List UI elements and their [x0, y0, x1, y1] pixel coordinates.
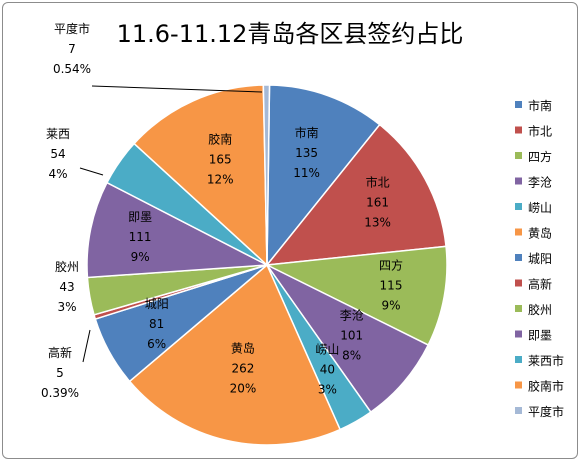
- legend-label-7: 高新: [528, 277, 552, 292]
- data-label-10-value: 54: [50, 147, 65, 161]
- legend-label-5: 黄岛: [528, 226, 552, 241]
- legend-label-11: 胶南市: [528, 379, 564, 394]
- leader-line-10: [79, 167, 104, 176]
- legend-label-2: 四方: [528, 149, 552, 164]
- data-label-12-name: 平度市: [54, 21, 90, 36]
- legend-swatch-9: [515, 330, 522, 338]
- data-label-9-value: 111: [129, 230, 152, 244]
- pie-slice-0: [266, 84, 381, 268]
- data-label-2-percent: 9%: [381, 298, 400, 312]
- pie-slice-11: [133, 84, 268, 267]
- data-label-0-name: 市南: [295, 125, 319, 140]
- data-label-6-value: 81: [149, 317, 164, 331]
- data-label-2-value: 115: [380, 278, 403, 292]
- data-label-5-value: 262: [231, 361, 254, 375]
- legend-swatch-2: [515, 152, 522, 159]
- legend-swatch-12: [515, 407, 522, 414]
- data-label-1-name: 市北: [366, 175, 390, 190]
- data-label-11-name: 胶南: [208, 132, 232, 147]
- legend-swatch-3: [515, 177, 522, 185]
- data-label-2-name: 四方: [379, 257, 403, 272]
- data-label-6-percent: 6%: [147, 337, 166, 351]
- data-label-1-percent: 13%: [364, 216, 391, 230]
- data-label-11-value: 165: [209, 153, 232, 167]
- data-label-0-value: 135: [295, 146, 318, 160]
- data-label-4-value: 40: [320, 363, 335, 377]
- legend-label-1: 市北: [528, 124, 552, 139]
- data-label-6-name: 城阳: [145, 297, 169, 311]
- data-label-10-name: 莱西: [46, 127, 70, 141]
- pie-slice-1: [265, 123, 447, 266]
- data-label-0-percent: 11%: [293, 166, 320, 180]
- legend-swatch-5: [515, 228, 522, 236]
- data-label-8-percent: 3%: [57, 300, 76, 314]
- legend-swatch-10: [515, 356, 522, 363]
- legend-label-8: 胶州: [528, 302, 552, 317]
- legend-swatch-0: [515, 101, 522, 108]
- legend-swatch-6: [515, 254, 522, 261]
- data-label-5-percent: 20%: [230, 381, 257, 395]
- leader-line-7: [82, 329, 91, 363]
- data-label-3-value: 101: [340, 329, 363, 343]
- data-label-9-name: 即墨: [128, 210, 152, 224]
- legend-swatch-8: [515, 305, 522, 312]
- data-label-4-percent: 3%: [318, 383, 337, 397]
- legend-label-10: 莱西市: [528, 353, 564, 368]
- legend-swatch-7: [515, 279, 522, 287]
- data-label-12-percent: 0.54%: [53, 62, 91, 76]
- pie-slice-9: [86, 181, 270, 279]
- data-label-7-name: 高新: [48, 345, 72, 360]
- data-label-3-percent: 8%: [342, 349, 361, 363]
- pie-slices: [86, 84, 448, 446]
- data-label-7-percent: 0.39%: [41, 386, 79, 400]
- legend-label-3: 李沧: [528, 175, 552, 190]
- legend-label-4: 崂山: [528, 201, 552, 215]
- data-label-3-name: 李沧: [340, 308, 364, 323]
- data-label-4-name: 崂山: [315, 343, 339, 357]
- data-label-8-value: 43: [59, 280, 74, 294]
- data-label-11-percent: 12%: [207, 173, 234, 187]
- data-label-12-value: 7: [68, 42, 76, 56]
- data-label-5-name: 黄岛: [231, 340, 255, 355]
- legend-label-12: 平度市: [528, 404, 564, 419]
- pie-slice-5: [128, 263, 342, 446]
- legend-swatch-11: [515, 381, 522, 389]
- legend-label-0: 市南: [528, 98, 552, 113]
- data-label-1-value: 161: [366, 196, 389, 210]
- legend-label-9: 即墨: [528, 329, 552, 343]
- data-label-8-name: 胶州: [55, 259, 79, 274]
- leader-line-12: [91, 85, 263, 93]
- data-label-10-percent: 4%: [48, 167, 67, 181]
- leader-lines: [79, 85, 263, 363]
- pie-slice-12: [262, 84, 271, 266]
- data-labels: 市南 135 11% 市北 161 13% 四方 115 9% 李沧 101 8%崂山 40 3% 黄岛 26…: [41, 21, 403, 400]
- legend-swatch-4: [515, 203, 522, 210]
- data-label-9-percent: 9%: [131, 250, 150, 264]
- legend-swatch-1: [515, 126, 522, 134]
- chart-title: 11.6-11.12青岛各区县签约占比: [117, 20, 464, 48]
- legend-label-6: 城阳: [528, 252, 552, 266]
- pie-slice-2: [264, 245, 448, 347]
- data-label-7-value: 5: [56, 366, 64, 380]
